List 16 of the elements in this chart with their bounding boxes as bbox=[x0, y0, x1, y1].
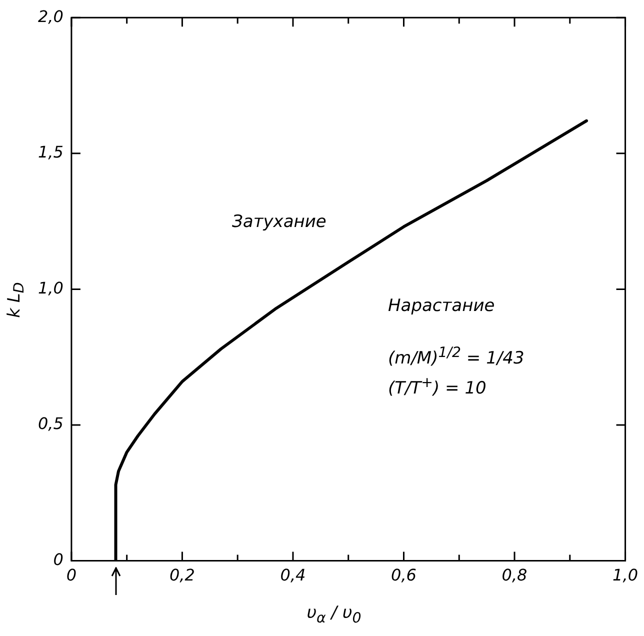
annotation: (m/M)$^{1/2}$ = 1/43 bbox=[388, 345, 524, 369]
x-tick-label: 0,8 bbox=[502, 566, 528, 585]
x-tick-label: 0,4 bbox=[280, 566, 306, 585]
x-axis-title: υ$_{α}$ / υ$_{0}$ bbox=[306, 603, 362, 626]
y-tick-label: 1,5 bbox=[38, 142, 64, 162]
y-tick-label: 2,0 bbox=[38, 6, 64, 26]
annotation: Нарастание bbox=[388, 296, 495, 316]
y-tick-label: 1,0 bbox=[38, 278, 64, 298]
y-tick-label: 0,5 bbox=[38, 414, 64, 434]
x-tick-label: 0,2 bbox=[169, 566, 195, 585]
y-tick-label: 0 bbox=[53, 550, 64, 569]
annotation: (T/T$^{+}$) = 10 bbox=[388, 375, 486, 399]
x-tick-label: 1,0 bbox=[612, 566, 638, 585]
x-tick-label: 0,6 bbox=[391, 566, 416, 585]
annotation: Затухание bbox=[232, 212, 326, 232]
x-tick-label: 0 bbox=[66, 566, 77, 585]
